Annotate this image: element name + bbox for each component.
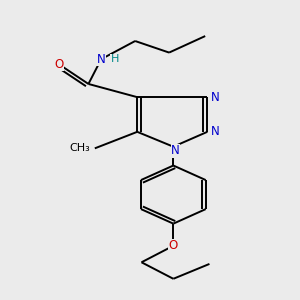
Text: O: O (54, 58, 63, 70)
Text: O: O (169, 239, 178, 252)
Text: N: N (211, 91, 219, 104)
Text: H: H (111, 54, 119, 64)
Text: CH₃: CH₃ (70, 143, 91, 153)
Text: N: N (97, 53, 106, 66)
Text: N: N (171, 144, 180, 157)
Text: N: N (211, 125, 219, 138)
